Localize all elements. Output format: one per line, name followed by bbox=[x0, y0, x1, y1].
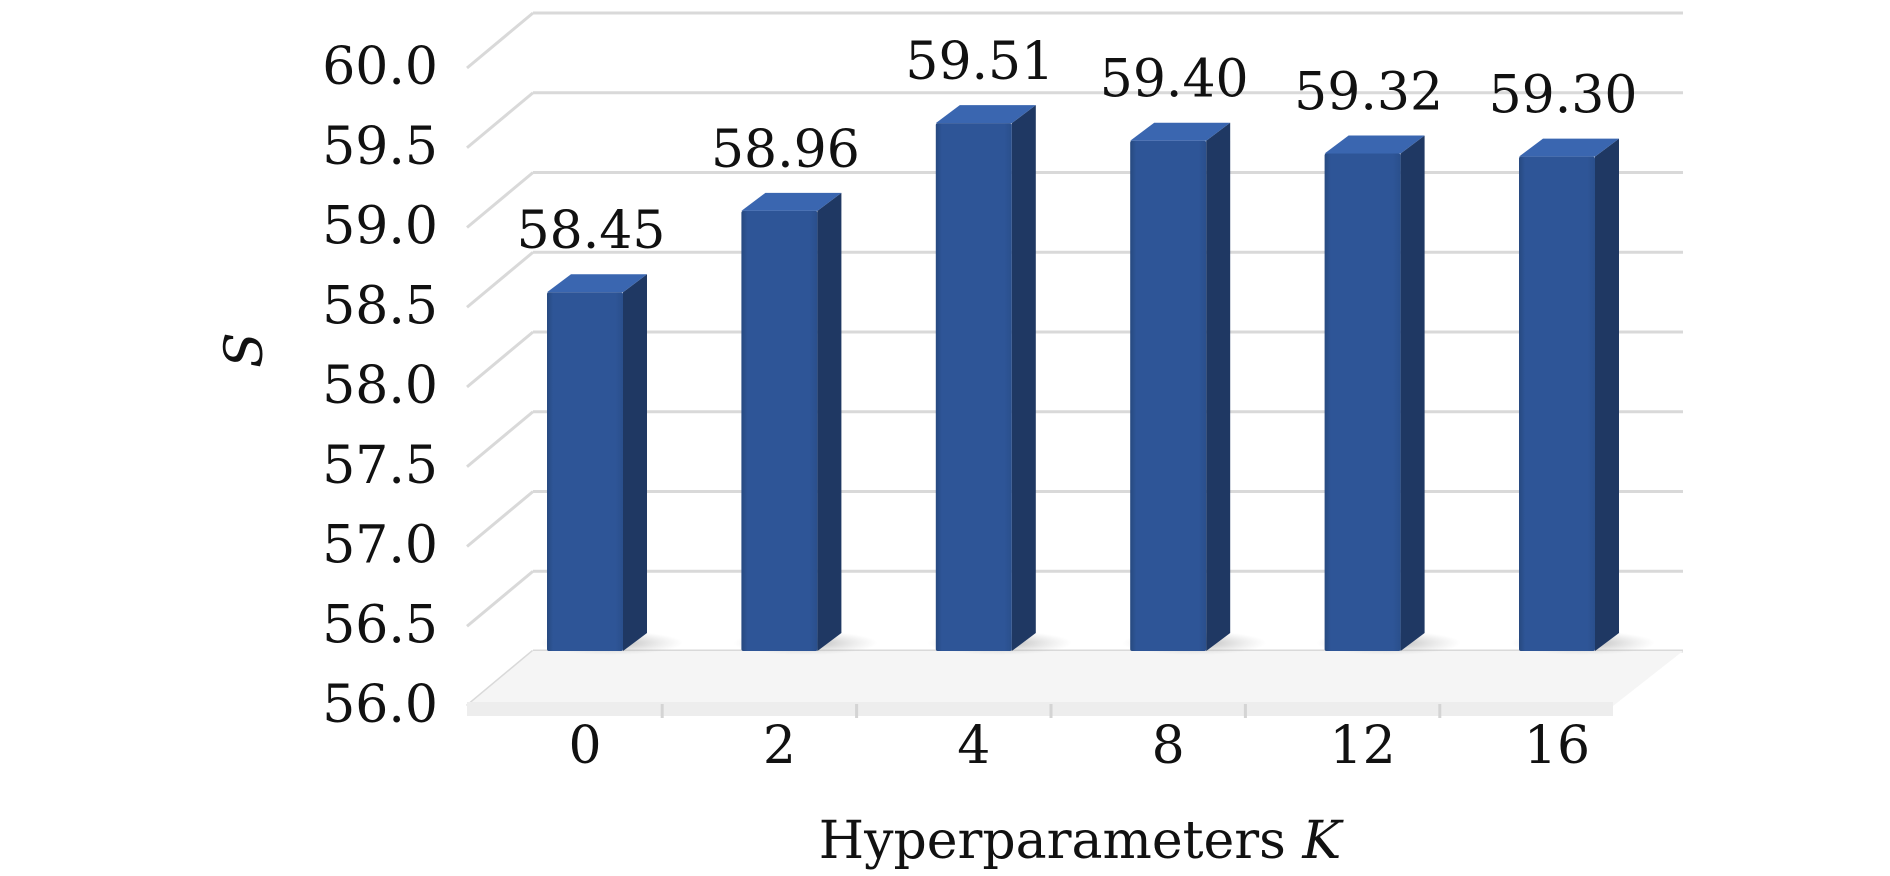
bar bbox=[1122, 122, 1267, 655]
y-tick-label: 56.5 bbox=[322, 595, 438, 655]
bar bbox=[1511, 138, 1655, 655]
data-label: 59.40 bbox=[1100, 50, 1249, 110]
y-tick-label: 59.5 bbox=[322, 117, 438, 177]
x-tick-label: 8 bbox=[1152, 716, 1185, 776]
bar-side bbox=[623, 274, 647, 651]
floor-plane bbox=[467, 651, 1683, 706]
x-tick-label: 16 bbox=[1524, 716, 1590, 776]
x-axis-ticks: 0 2 4 8 12 16 bbox=[568, 704, 1590, 776]
bar-top bbox=[741, 192, 842, 211]
bar-top bbox=[547, 274, 647, 293]
y-tick-label: 59.0 bbox=[322, 197, 438, 257]
bar-front bbox=[547, 292, 623, 651]
y-tick-label: 58.0 bbox=[322, 356, 438, 416]
gridline bbox=[466, 11, 1683, 70]
gridline bbox=[466, 250, 1683, 309]
bar-top bbox=[1324, 135, 1425, 154]
data-label: 58.96 bbox=[711, 120, 860, 180]
y-tick-label: 56.0 bbox=[322, 675, 438, 735]
bar-side bbox=[817, 192, 842, 651]
bar-side bbox=[1400, 135, 1425, 651]
gridline bbox=[466, 91, 1683, 149]
data-label: 59.32 bbox=[1294, 62, 1443, 122]
x-tick-label: 4 bbox=[957, 716, 990, 776]
bar-side bbox=[1011, 105, 1036, 651]
x-axis-label-variable: K bbox=[1301, 811, 1344, 871]
gridline bbox=[466, 569, 1683, 628]
bar-front bbox=[1324, 153, 1401, 651]
bar-top bbox=[935, 105, 1036, 124]
x-axis-label: Hyperparameters K bbox=[819, 811, 1345, 871]
data-label: 59.51 bbox=[905, 32, 1054, 92]
data-label: 59.30 bbox=[1489, 66, 1638, 126]
x-tick-label: 12 bbox=[1330, 716, 1396, 776]
bars bbox=[539, 105, 1655, 655]
bar bbox=[733, 192, 878, 655]
gridline bbox=[466, 330, 1683, 389]
bar bbox=[1316, 135, 1461, 655]
floor-edge bbox=[467, 702, 1613, 716]
bar-front bbox=[1519, 156, 1595, 651]
bar-front bbox=[935, 123, 1012, 651]
y-tick-label: 57.5 bbox=[322, 436, 438, 496]
bar-top bbox=[1130, 122, 1231, 141]
bar-side bbox=[1595, 138, 1619, 651]
x-tick-label: 2 bbox=[763, 716, 796, 776]
bar-front bbox=[1130, 140, 1207, 651]
bar bbox=[927, 105, 1072, 655]
gridline bbox=[466, 490, 1683, 548]
data-label: 58.45 bbox=[517, 201, 666, 261]
gridline bbox=[466, 410, 1683, 468]
chart-floor bbox=[467, 651, 1683, 716]
bar-side bbox=[1206, 122, 1231, 651]
y-tick-label: 60.0 bbox=[322, 37, 438, 97]
y-axis-ticks: 56.0 56.5 57.0 57.5 58.0 58.5 59.0 59.5 60.0 bbox=[322, 37, 438, 735]
bar-front bbox=[741, 210, 818, 651]
bar bbox=[539, 274, 683, 655]
x-tick-label: 0 bbox=[568, 716, 601, 776]
gridline bbox=[466, 171, 1683, 229]
y-axis-label: S bbox=[215, 332, 275, 368]
bar-top bbox=[1519, 138, 1619, 157]
y-tick-label: 57.0 bbox=[322, 516, 438, 576]
y-tick-label: 58.5 bbox=[322, 276, 438, 336]
data-labels: 58.45 58.96 59.51 59.40 59.32 59.30 bbox=[517, 32, 1638, 261]
x-axis-label-text: Hyperparameters bbox=[819, 811, 1303, 871]
gridlines bbox=[466, 11, 1683, 708]
